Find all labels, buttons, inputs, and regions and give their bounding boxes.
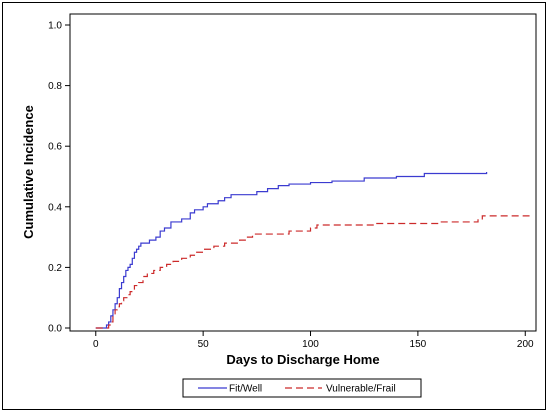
legend: Fit/Well Vulnerable/Frail — [182, 378, 422, 398]
x-axis: 0 50 100 150 200 — [93, 331, 534, 350]
figure-frame — [2, 2, 546, 410]
series-line-vulnerable-frail — [95, 215, 530, 329]
x-tick-label: 150 — [410, 339, 427, 350]
x-tick-label: 200 — [517, 339, 534, 350]
y-tick-label: 0.2 — [48, 263, 62, 274]
y-tick-label: 0.6 — [48, 142, 62, 153]
x-tick-label: 100 — [302, 339, 319, 350]
x-tick-label: 0 — [93, 339, 99, 350]
y-axis: 0.0 0.2 0.4 0.6 0.8 1.0 — [48, 21, 70, 335]
legend-label-fit-well: Fit/Well — [229, 384, 262, 395]
y-tick-label: 0.8 — [48, 81, 62, 92]
y-axis-title: Cumulative Incidence — [21, 105, 36, 239]
legend-label-vulnerable-frail: Vulnerable/Frail — [326, 384, 396, 395]
y-tick-label: 0.0 — [48, 324, 62, 335]
y-tick-label: 1.0 — [48, 21, 62, 32]
series-line-fit-well — [95, 171, 488, 329]
y-tick-label: 0.4 — [48, 202, 62, 213]
x-tick-label: 50 — [198, 339, 210, 350]
series-layer — [95, 171, 530, 329]
plot-frame — [69, 13, 537, 332]
x-axis-title: Days to Discharge Home — [226, 352, 379, 367]
